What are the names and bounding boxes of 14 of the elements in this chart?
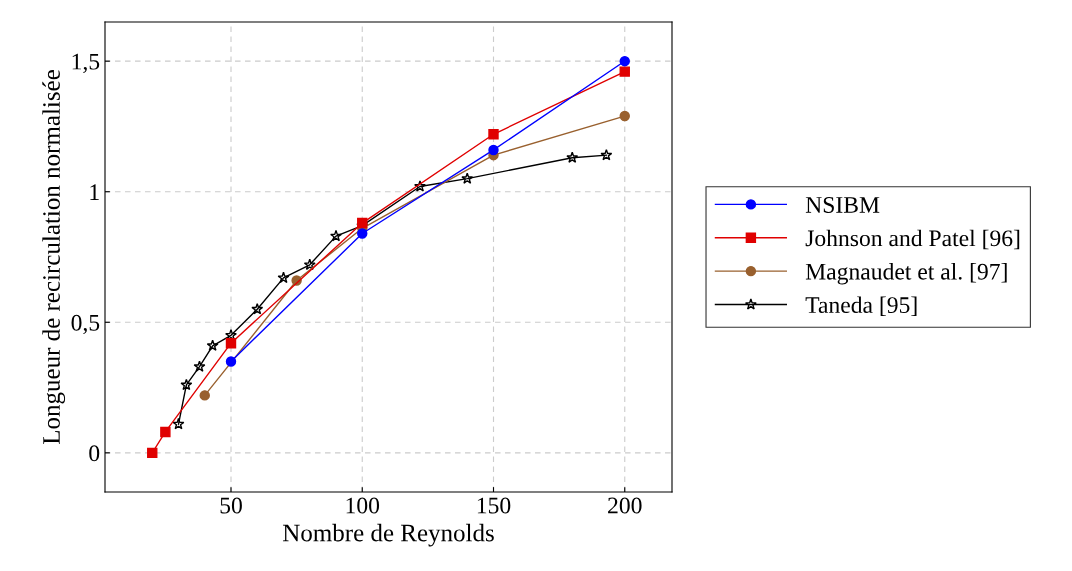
y-tick-label: 1 xyxy=(90,184,99,200)
y-axis-title: Longueur de recirculation normalisée xyxy=(42,70,66,445)
x-tick-label: 50 xyxy=(220,497,242,514)
x-tick-label: 100 xyxy=(346,497,380,514)
x-tick-label: 200 xyxy=(608,497,642,514)
legend-label: Johnson and Patel [96] xyxy=(805,229,1020,250)
y-tick-label: 1,5 xyxy=(72,53,100,73)
legend-label: Taneda [95] xyxy=(805,296,917,316)
y-tick-label: 0,5 xyxy=(71,314,100,335)
legend-label: Magnaudet et al. [97] xyxy=(805,263,1007,285)
legend-label: NSIBM xyxy=(805,197,880,213)
y-tick-label: 0 xyxy=(89,445,100,462)
x-axis-title: Nombre de Reynolds xyxy=(282,523,494,547)
x-tick-label: 150 xyxy=(477,497,511,514)
